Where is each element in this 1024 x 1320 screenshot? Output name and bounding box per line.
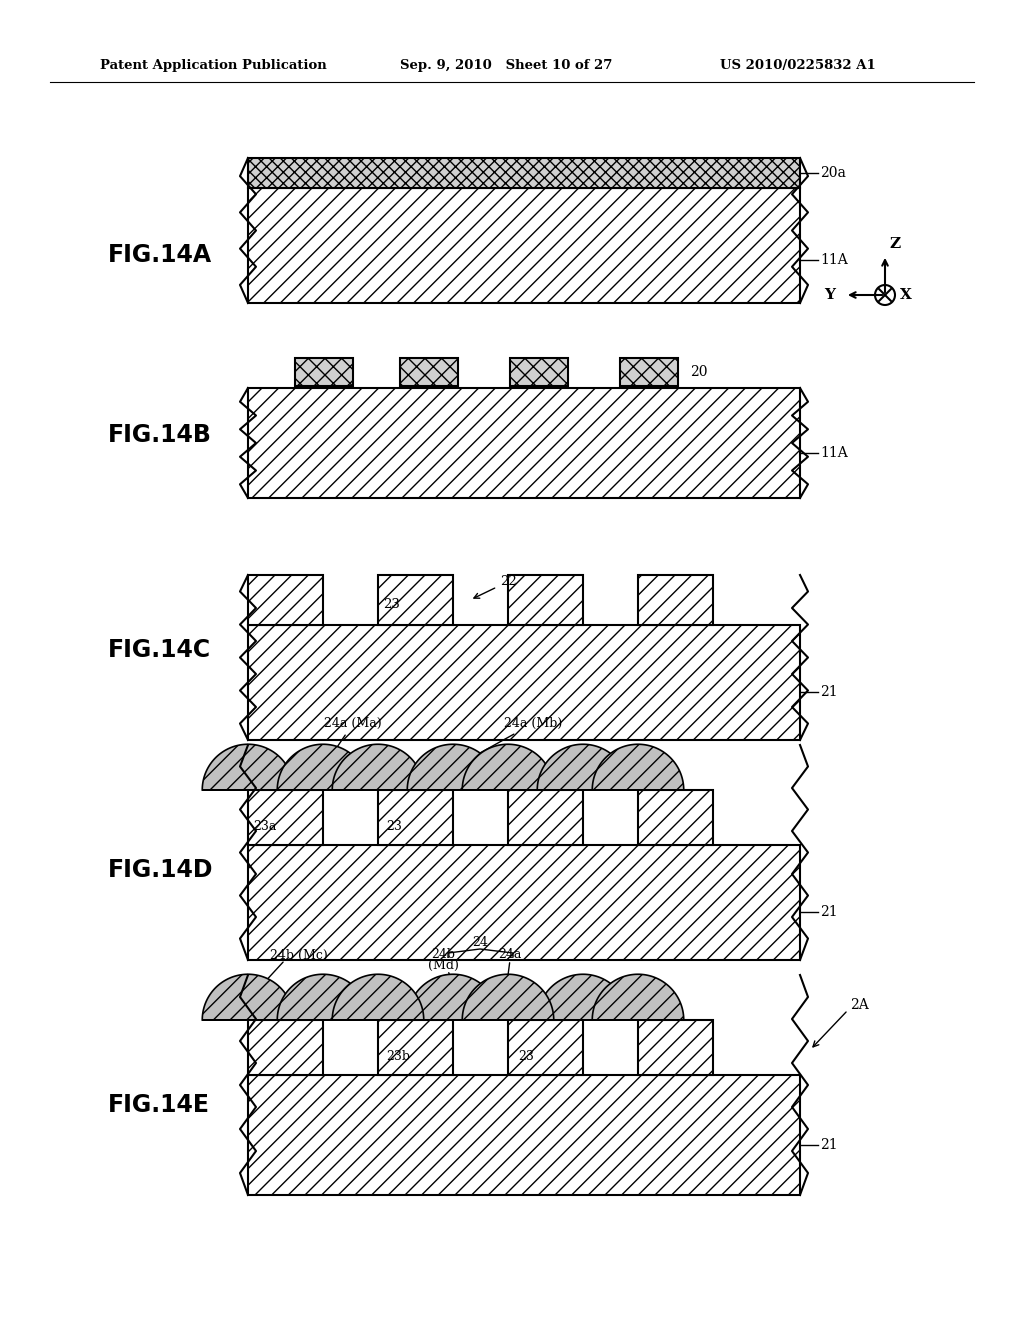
Text: 24b (Mc): 24b (Mc) [270,949,328,961]
Text: 20: 20 [690,366,708,379]
Bar [248,624,800,741]
Text: 24a (Ma): 24a (Ma) [325,717,382,764]
Polygon shape [538,974,629,1020]
Text: 24: 24 [472,936,488,949]
Text: US 2010/0225832 A1: US 2010/0225832 A1 [720,58,876,71]
Bar [295,358,353,385]
Bar [508,1020,583,1074]
Bar [248,1074,800,1195]
Bar [400,358,458,385]
Text: 24b: 24b [431,949,455,961]
Text: FIG.14A: FIG.14A [108,243,212,267]
Bar [508,789,583,845]
Polygon shape [538,744,629,789]
Bar [248,158,800,187]
Text: FIG.14B: FIG.14B [108,422,212,447]
Text: X: X [900,288,912,302]
Text: FIG.14C: FIG.14C [108,638,211,663]
Text: 23b: 23b [386,1051,410,1064]
Bar [638,789,713,845]
Text: (Md): (Md) [428,958,459,972]
Bar [638,576,713,624]
Bar [248,187,800,304]
Bar [620,358,678,385]
Polygon shape [203,744,294,789]
Text: 23a: 23a [253,821,276,833]
Text: 21: 21 [820,906,838,919]
Bar [248,789,323,845]
Bar [378,789,453,845]
Text: 20a: 20a [820,166,846,180]
Text: 2A: 2A [850,998,868,1012]
Bar [378,576,453,624]
Polygon shape [462,974,554,1020]
Bar [248,388,800,498]
Polygon shape [408,744,499,789]
Text: 21: 21 [820,1138,838,1152]
Text: Z: Z [889,238,900,251]
Polygon shape [592,744,684,789]
Text: 11A: 11A [820,446,848,459]
Polygon shape [332,974,424,1020]
Polygon shape [332,744,424,789]
Text: 21: 21 [820,685,838,700]
Polygon shape [592,974,684,1020]
Text: 24a (Mb): 24a (Mb) [457,717,562,766]
Text: 24a: 24a [499,949,521,961]
Bar [510,358,568,385]
Polygon shape [278,974,369,1020]
Bar [248,845,800,960]
Bar [378,1020,453,1074]
Bar [638,1020,713,1074]
Bar [248,1020,323,1074]
Bar [508,576,583,624]
Text: FIG.14E: FIG.14E [108,1093,210,1117]
Text: FIG.14D: FIG.14D [108,858,213,882]
Text: 23: 23 [386,821,401,833]
Polygon shape [278,744,369,789]
Text: 11A: 11A [820,253,848,267]
Text: Sep. 9, 2010   Sheet 10 of 27: Sep. 9, 2010 Sheet 10 of 27 [400,58,612,71]
Text: 23: 23 [383,598,400,611]
Polygon shape [408,974,499,1020]
Text: Patent Application Publication: Patent Application Publication [100,58,327,71]
Text: 23: 23 [518,1051,534,1064]
Polygon shape [462,744,554,789]
Bar [248,576,323,624]
Polygon shape [203,974,294,1020]
Text: Y: Y [824,288,835,302]
Text: 22: 22 [474,576,517,598]
